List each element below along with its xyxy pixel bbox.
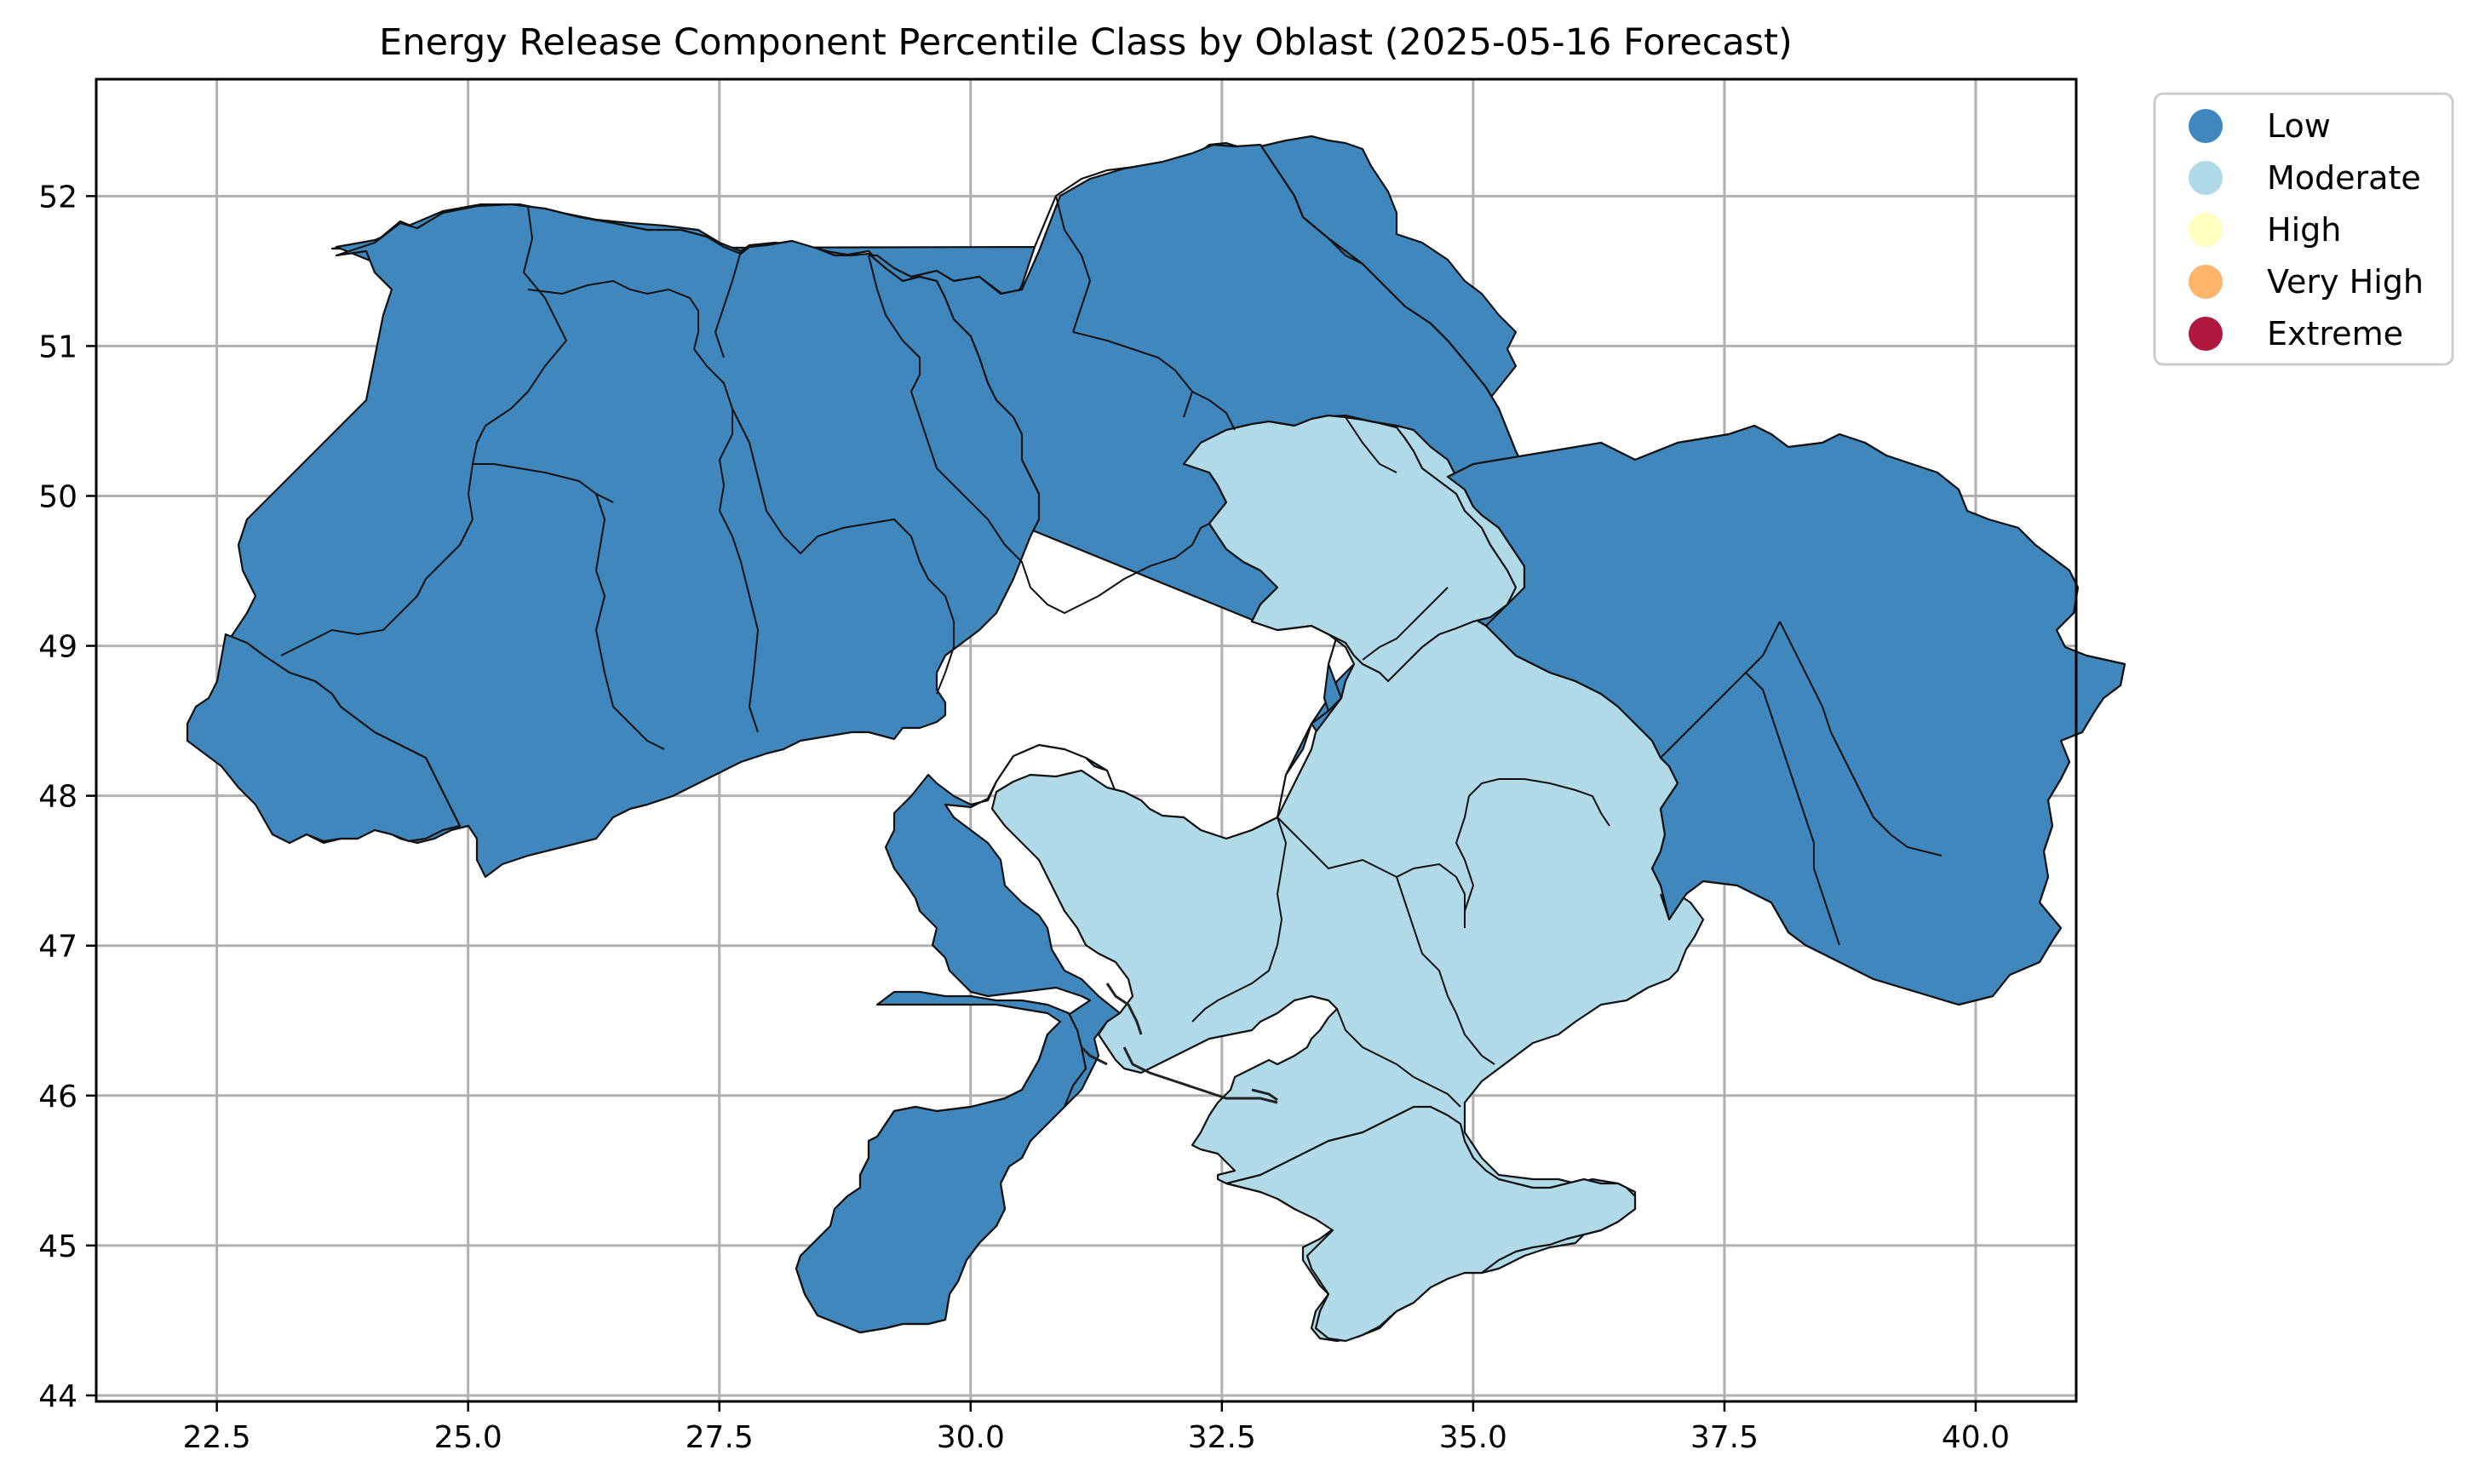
y-axis-ticks: 44 45 46 47 48 49 50 51 52 bbox=[38, 180, 96, 1414]
region-low-east[interactable] bbox=[1446, 424, 2126, 1006]
region-low-odesa[interactable] bbox=[795, 990, 1087, 1334]
y-tick-label: 50 bbox=[38, 479, 77, 514]
legend-label: Extreme bbox=[2267, 315, 2403, 352]
region-moderate-poltava[interactable] bbox=[1182, 414, 1518, 683]
legend-marker bbox=[2189, 213, 2223, 247]
axes-frame bbox=[95, 77, 2078, 1403]
x-tick-label: 40.0 bbox=[1942, 1420, 2010, 1455]
y-tick-label: 49 bbox=[38, 630, 77, 665]
oblast-borders bbox=[280, 169, 1942, 1108]
region-moderate-crimea[interactable] bbox=[1225, 1105, 1637, 1343]
legend-marker bbox=[2189, 161, 2223, 195]
legend-label: High bbox=[2267, 211, 2341, 249]
x-tick-label: 37.5 bbox=[1690, 1420, 1759, 1455]
map-title: Energy Release Component Percentile Clas… bbox=[379, 21, 1793, 64]
legend-marker bbox=[2189, 109, 2223, 143]
map-regions bbox=[186, 135, 2126, 1343]
y-tick-label: 47 bbox=[38, 930, 77, 965]
x-axis-ticks: 22.5 25.0 27.5 30.0 32.5 35.0 37.5 40.0 bbox=[183, 1401, 2010, 1455]
legend-marker bbox=[2189, 317, 2223, 351]
y-tick-label: 52 bbox=[38, 180, 77, 215]
x-tick-label: 32.5 bbox=[1188, 1420, 1256, 1455]
y-tick-label: 46 bbox=[38, 1080, 77, 1114]
legend-label: Very High bbox=[2267, 263, 2424, 301]
x-tick-label: 35.0 bbox=[1439, 1420, 1507, 1455]
y-tick-label: 51 bbox=[38, 329, 77, 364]
coastline-details bbox=[1080, 983, 1278, 1104]
x-tick-label: 30.0 bbox=[937, 1420, 1005, 1455]
legend-marker bbox=[2189, 265, 2223, 299]
y-tick-label: 48 bbox=[38, 780, 77, 815]
y-tick-label: 45 bbox=[38, 1229, 77, 1264]
legend: Low Moderate High Very High Extreme bbox=[2153, 92, 2454, 366]
legend-label: Moderate bbox=[2267, 159, 2421, 197]
y-tick-label: 44 bbox=[38, 1379, 77, 1414]
x-tick-label: 22.5 bbox=[183, 1420, 251, 1455]
legend-box bbox=[2153, 92, 2454, 366]
x-tick-label: 25.0 bbox=[434, 1420, 502, 1455]
region-low-zakarpattia[interactable] bbox=[186, 633, 462, 845]
x-tick-label: 27.5 bbox=[686, 1420, 754, 1455]
legend-label: Low bbox=[2267, 107, 2331, 145]
